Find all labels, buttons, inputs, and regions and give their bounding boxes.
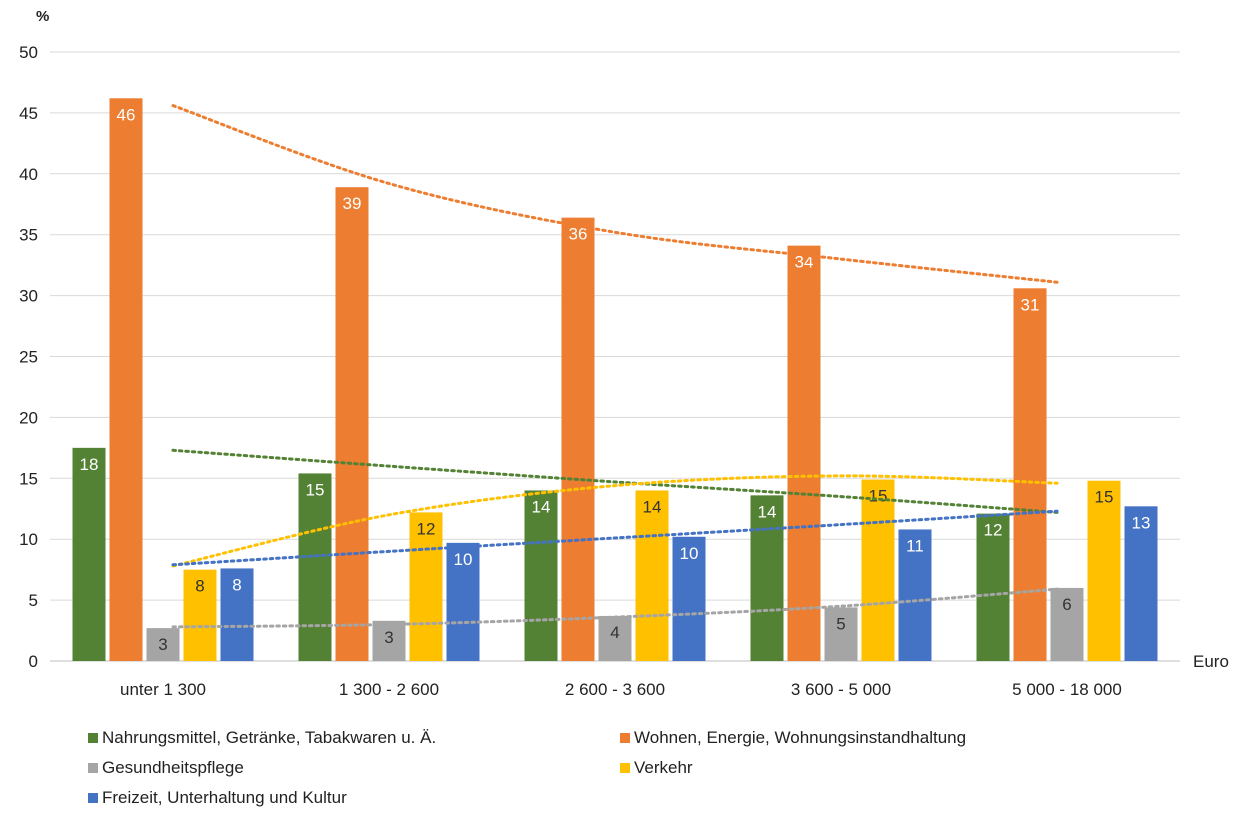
data-label: 10: [680, 544, 699, 563]
bar: [335, 187, 369, 661]
data-label: 18: [80, 455, 99, 474]
bar: [787, 245, 821, 662]
trendline: [171, 509, 1059, 567]
bar: [1050, 587, 1084, 661]
bar: [824, 607, 858, 661]
data-label: 31: [1021, 295, 1040, 314]
bar: [220, 568, 254, 661]
legend-item: Freizeit, Unterhaltung und Kultur: [88, 788, 347, 808]
data-label: 14: [532, 497, 551, 516]
y-tick-label: 25: [19, 348, 38, 367]
data-label: 15: [306, 480, 325, 499]
x-tick-label: 1 300 - 2 600: [339, 680, 439, 699]
bar: [183, 569, 217, 661]
legend-label: Nahrungsmittel, Getränke, Tabakwaren u. …: [102, 728, 437, 747]
y-tick-label: 15: [19, 469, 38, 488]
bar: [524, 490, 558, 661]
data-label: 11: [906, 536, 924, 555]
trendline: [171, 104, 1059, 284]
data-label: 46: [117, 105, 136, 124]
bar: [146, 628, 180, 661]
bar: [409, 512, 443, 661]
y-tick-label: 0: [29, 652, 38, 671]
y-tick-label: 10: [19, 530, 38, 549]
y-tick-label: 45: [19, 104, 38, 123]
bar: [861, 479, 895, 661]
y-tick-label: 35: [19, 226, 38, 245]
legend-item: Wohnen, Energie, Wohnungsinstandhaltung: [620, 728, 966, 748]
data-label: 10: [454, 550, 473, 569]
bar: [598, 615, 632, 661]
data-label: 6: [1062, 595, 1071, 614]
bar: [750, 495, 784, 661]
trendline: [171, 587, 1059, 629]
bar: [1087, 480, 1121, 661]
bar: [1013, 288, 1047, 661]
data-label: 36: [569, 225, 588, 244]
bar: [1124, 506, 1158, 661]
legend-item: Nahrungsmittel, Getränke, Tabakwaren u. …: [88, 728, 436, 748]
data-label: 39: [343, 194, 362, 213]
bar: [672, 536, 706, 661]
legend-label: Freizeit, Unterhaltung und Kultur: [102, 788, 347, 807]
legend-item: Verkehr: [620, 758, 693, 778]
data-label: 3: [158, 635, 167, 654]
legend-swatch: [620, 733, 630, 743]
data-label: 5: [836, 614, 845, 633]
legend-label: Gesundheitspflege: [102, 758, 244, 777]
y-tick-label: 30: [19, 287, 38, 306]
trendline: [171, 474, 1059, 568]
bar: [976, 513, 1010, 661]
bar: [372, 620, 406, 661]
y-tick-label: 50: [19, 43, 38, 62]
legend-swatch: [88, 763, 98, 773]
x-tick-label: unter 1 300: [120, 680, 206, 699]
data-label: 15: [869, 487, 888, 506]
bar: [561, 217, 595, 661]
y-tick-label: 5: [29, 591, 38, 610]
bar: [72, 447, 106, 661]
data-label: 4: [610, 623, 619, 642]
data-label: 12: [417, 519, 436, 538]
trendline: [171, 448, 1059, 514]
y-axis-title: %: [36, 8, 49, 25]
data-label: 12: [984, 521, 1003, 540]
y-tick-label: 40: [19, 165, 38, 184]
x-tick-label: 5 000 - 18 000: [1012, 680, 1122, 699]
x-tick-label: 3 600 - 5 000: [791, 680, 891, 699]
x-axis-title: Euro: [1193, 652, 1229, 671]
legend-swatch: [88, 793, 98, 803]
bar: [446, 542, 480, 661]
bar: [109, 98, 143, 661]
data-label: 34: [795, 253, 814, 272]
bar: [898, 529, 932, 661]
legend-swatch: [620, 763, 630, 773]
x-tick-label: 2 600 - 3 600: [565, 680, 665, 699]
y-tick-label: 20: [19, 408, 38, 427]
legend-label: Verkehr: [634, 758, 693, 777]
data-label: 3: [384, 628, 393, 647]
data-label: 14: [643, 497, 662, 516]
data-label: 15: [1095, 488, 1114, 507]
legend-item: Gesundheitspflege: [88, 758, 244, 778]
bar: [635, 490, 669, 661]
legend-label: Wohnen, Energie, Wohnungsinstandhaltung: [634, 728, 967, 747]
data-label: 14: [758, 502, 777, 521]
bar: [298, 473, 332, 661]
legend-swatch: [88, 733, 98, 743]
data-label: 13: [1132, 513, 1151, 532]
data-label: 8: [195, 577, 204, 596]
data-label: 8: [232, 575, 241, 594]
